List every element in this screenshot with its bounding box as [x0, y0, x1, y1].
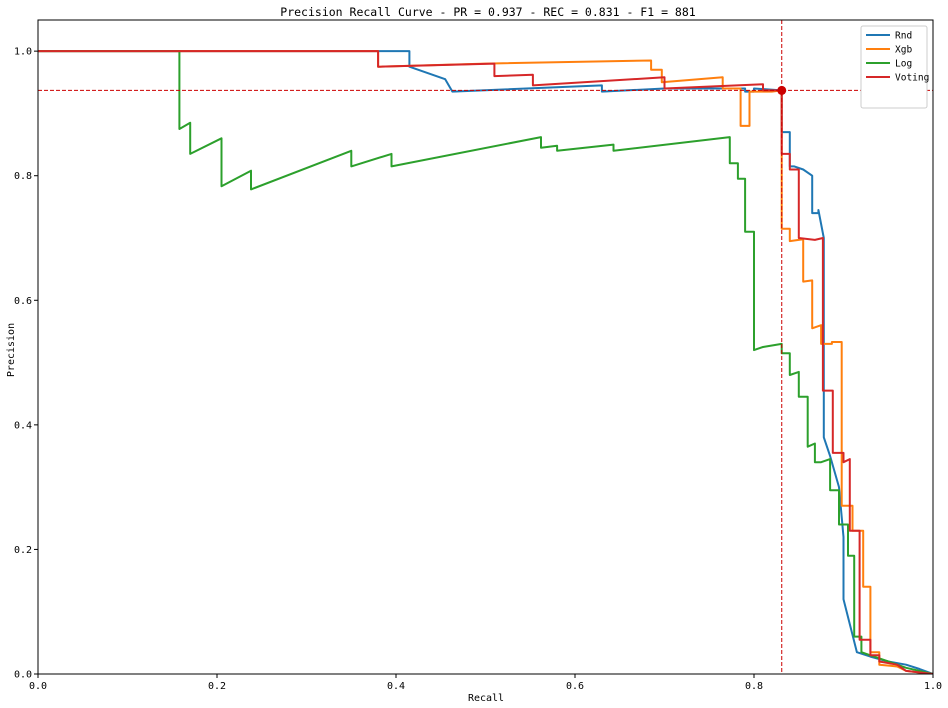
legend-label-log: Log	[895, 59, 912, 70]
x-tick-label: 1.0	[924, 681, 942, 692]
y-axis-label: Precision	[6, 323, 17, 377]
y-tick-label: 0.6	[14, 296, 32, 307]
x-tick-label: 0.6	[566, 681, 584, 692]
x-tick-label: 0.2	[208, 681, 226, 692]
x-tick-label: 0.8	[745, 681, 763, 692]
legend: Rnd Xgb Log Voting	[860, 25, 929, 109]
series-line-xgb	[38, 50, 933, 674]
x-axis: 0.0 0.2 0.4 0.6 0.8 1.0	[29, 674, 942, 692]
series-line-log	[38, 50, 933, 674]
x-tick-label: 0.4	[387, 681, 405, 692]
series-line-rnd	[38, 50, 933, 674]
plot-area-frame	[37, 19, 934, 675]
legend-box	[860, 25, 928, 109]
reference-lines	[38, 20, 933, 674]
chart-title: Precision Recall Curve - PR = 0.937 - RE…	[280, 5, 695, 19]
y-tick-label: 0.8	[14, 171, 32, 182]
y-tick-label: 0.0	[14, 670, 32, 681]
series-layer	[38, 50, 933, 674]
y-tick-label: 1.0	[14, 47, 32, 58]
legend-label-voting: Voting	[895, 73, 929, 84]
legend-label-xgb: Xgb	[895, 45, 912, 56]
x-axis-label: Recall	[468, 693, 504, 704]
legend-label-rnd: Rnd	[895, 31, 912, 42]
y-tick-label: 0.2	[14, 545, 32, 556]
y-tick-label: 0.4	[14, 420, 32, 431]
y-axis: 0.0 0.2 0.4 0.6 0.8 1.0	[14, 47, 38, 681]
operating-point-marker	[777, 85, 787, 95]
series-line-voting	[38, 50, 933, 674]
x-tick-label: 0.0	[29, 681, 47, 692]
